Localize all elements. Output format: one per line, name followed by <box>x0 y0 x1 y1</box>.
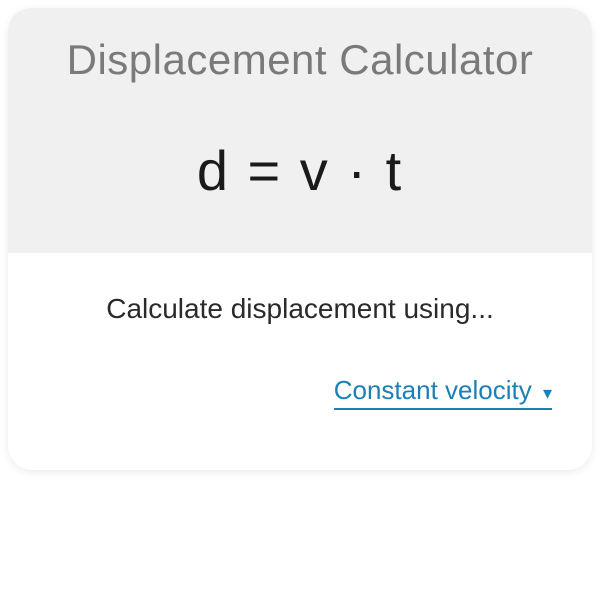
chevron-down-icon: ▾ <box>543 383 552 403</box>
prompt-text: Calculate displacement using... <box>38 293 562 325</box>
dropdown-row: Constant velocity ▾ <box>38 375 562 410</box>
calculator-card: Displacement Calculator d = v · t Calcul… <box>8 8 592 470</box>
method-dropdown[interactable]: Constant velocity ▾ <box>334 375 552 410</box>
dropdown-selected-label: Constant velocity <box>334 375 532 405</box>
formula-area: d = v · t <box>8 108 592 253</box>
page-title: Displacement Calculator <box>8 8 592 108</box>
formula-display: d = v · t <box>28 138 572 203</box>
content-area: Calculate displacement using... Constant… <box>8 253 592 470</box>
